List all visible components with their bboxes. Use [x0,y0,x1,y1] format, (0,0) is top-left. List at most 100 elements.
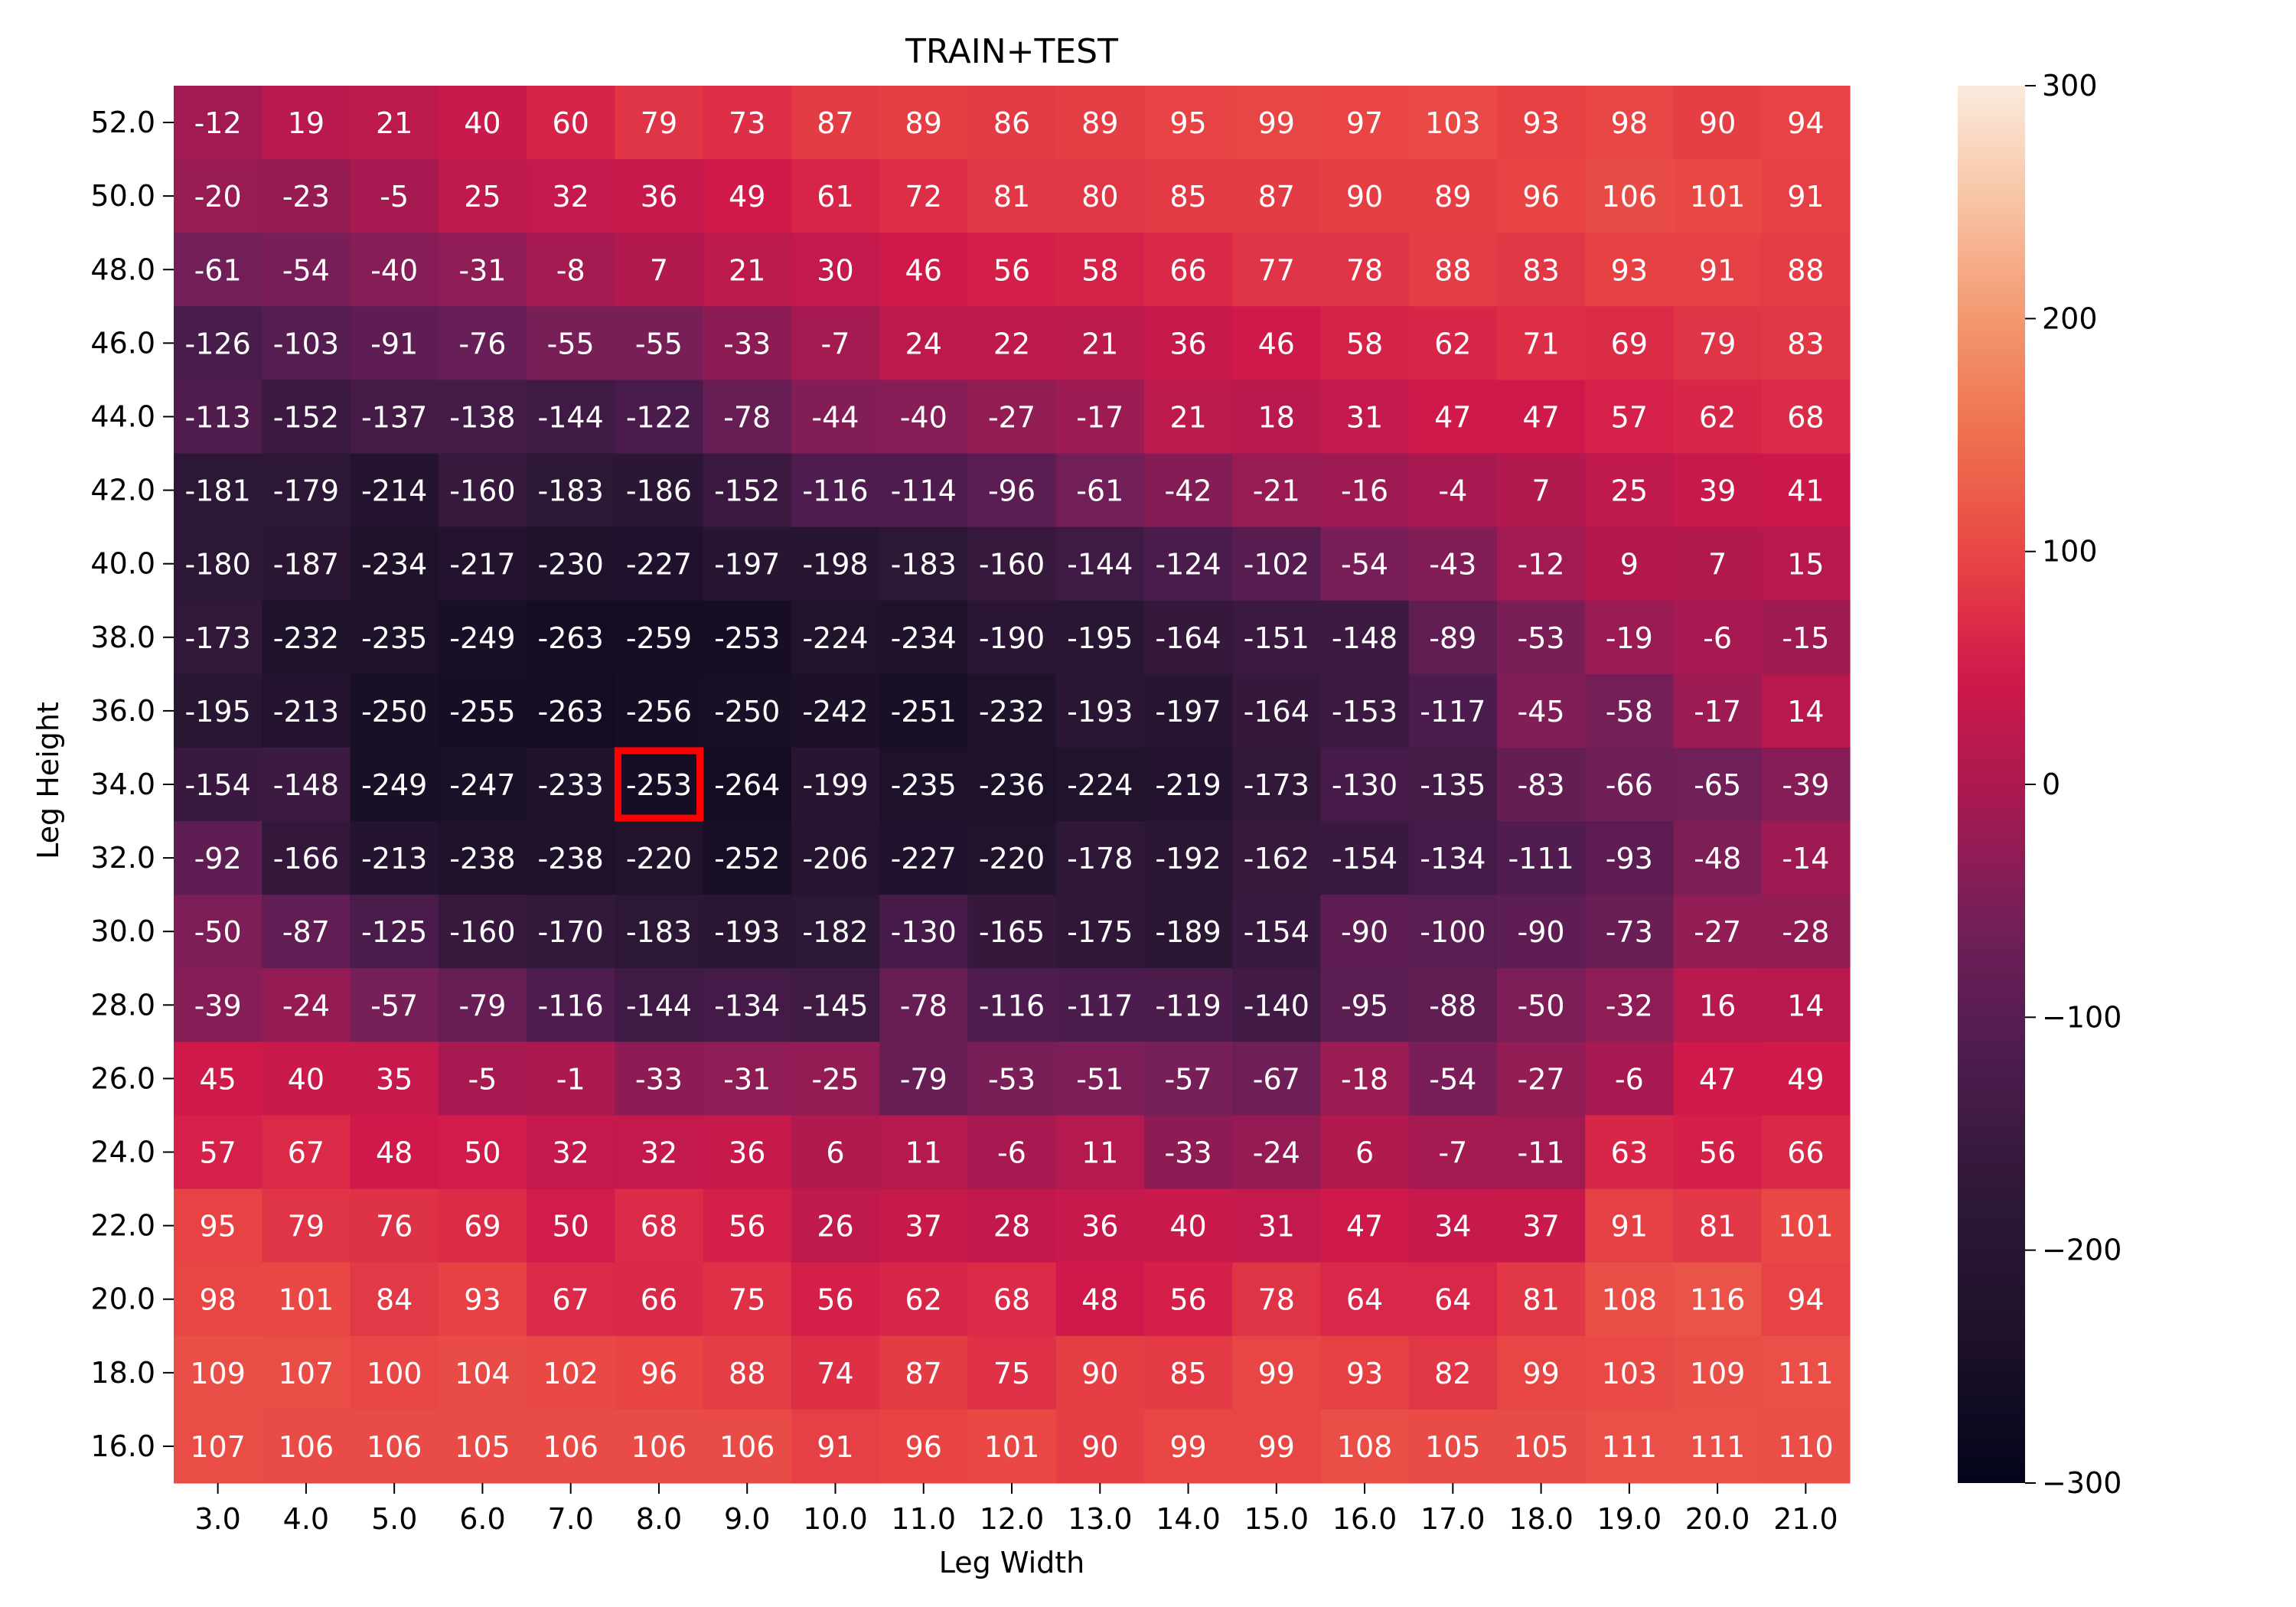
cell-value-label: -53 [988,1062,1035,1096]
cell-value-label: 39 [1699,474,1736,508]
heatmap-cell [1761,159,1851,233]
cell-value-label: -83 [1518,768,1565,802]
heatmap-cell [1585,306,1675,381]
heatmap-cell [438,1409,527,1484]
heatmap-cell [879,526,968,601]
cell-value-label: -135 [1420,768,1486,802]
heatmap-cell [615,380,704,455]
cell-value-label: -31 [723,1062,771,1096]
heatmap-cell [350,1409,439,1484]
heatmap-cell [1496,747,1586,822]
heatmap-cell [879,821,968,895]
heatmap-cell [703,526,792,601]
x-tick-label: 15.0 [1244,1502,1309,1536]
cell-value-label: 41 [1787,474,1824,508]
cell-value-label: 11 [1081,1136,1118,1170]
cell-value-label: 109 [190,1357,246,1390]
colorbar-tick-label: 0 [2042,768,2060,801]
cell-value-label: 99 [1258,1430,1295,1464]
cell-value-label: 108 [1337,1430,1393,1464]
heatmap-cell [703,1409,792,1484]
heatmap-cell [1496,1262,1586,1337]
heatmap-cell [1232,1041,1322,1116]
cell-value-label: 83 [1787,327,1824,360]
heatmap-cell [1496,233,1586,307]
heatmap-cell [1496,600,1586,675]
cell-value-label: -189 [1155,915,1221,949]
heatmap-cell [1232,821,1322,895]
cell-value-label: 46 [1258,327,1295,360]
heatmap-cell [1585,895,1675,969]
cell-value-label: 79 [288,1210,325,1244]
heatmap-cell [1761,1115,1851,1190]
cell-value-label: 82 [1434,1357,1471,1390]
heatmap-cell [350,159,439,233]
cell-value-label: -227 [891,842,957,875]
heatmap-cell [967,1262,1057,1337]
cell-value-label: 47 [1522,400,1559,434]
y-tick-label: 24.0 [90,1136,155,1169]
heatmap-cell [1232,233,1322,307]
cell-value-label: 50 [464,1136,501,1170]
heatmap-cell [1673,968,1763,1042]
cell-value-label: -197 [1155,695,1221,729]
heatmap-cell [1496,1335,1586,1410]
cell-value-label: -130 [891,915,957,949]
cell-value-label: 109 [1690,1357,1746,1390]
cell-value-label: -40 [370,253,418,287]
heatmap-cell [1320,159,1410,233]
cell-value-label: 16 [1699,989,1736,1022]
cell-value-label: -193 [714,915,780,949]
cell-value-label: -61 [1076,474,1124,508]
heatmap-cell [1055,159,1145,233]
cell-value-label: -190 [979,621,1045,655]
heatmap-cell [879,306,968,381]
cell-value-label: 14 [1787,695,1824,729]
cell-value-label: 81 [1522,1283,1559,1317]
cell-value-label: 40 [288,1062,325,1096]
heatmap-cell [879,1262,968,1337]
heatmap-cell [262,1188,351,1263]
heatmap-cell [1408,673,1498,748]
heatmap-cell [1143,86,1233,160]
heatmap-cell [174,306,263,381]
heatmap-cell [1585,1262,1675,1337]
cell-value-label: 89 [1434,180,1471,214]
cell-value-label: 49 [1787,1062,1824,1096]
heatmap-cell [1143,673,1233,748]
cell-value-label: -96 [988,474,1035,508]
cell-value-label: 49 [729,180,765,214]
heatmap-cell [350,380,439,455]
cell-value-label: -24 [282,989,330,1022]
heatmap-cell [791,1115,880,1190]
heatmap-cell [879,673,968,748]
cell-value-label: -162 [1244,842,1309,875]
cell-value-label: 45 [199,1062,236,1096]
heatmap-cell [791,306,880,381]
cell-value-label: -165 [979,915,1045,949]
cell-value-label: -43 [1429,548,1476,582]
heatmap-cell [174,380,263,455]
heatmap-cell [1320,600,1410,675]
heatmap-cell [1673,233,1763,307]
heatmap-cell [1055,1041,1145,1116]
cell-value-label: -103 [273,327,339,360]
heatmap-cell [174,673,263,748]
cell-value-label: -113 [185,400,251,434]
cell-value-label: 106 [1602,180,1658,214]
heatmap-cell [1761,821,1851,895]
cell-value-label: 81 [1699,1210,1736,1244]
cell-value-label: 66 [1787,1136,1824,1170]
cell-value-label: -247 [449,768,515,802]
cell-value-label: 104 [455,1357,510,1390]
cell-value-label: -116 [538,989,604,1022]
y-tick-label: 46.0 [90,326,155,360]
cell-value-label: -220 [626,842,692,875]
cell-value-label: 56 [1699,1136,1736,1170]
heatmap-cell [174,1115,263,1190]
cell-value-label: -152 [714,474,780,508]
cell-value-label: 67 [288,1136,325,1170]
cell-value-label: 81 [993,180,1030,214]
heatmap-cell [1320,380,1410,455]
cell-value-label: 99 [1258,1357,1295,1390]
